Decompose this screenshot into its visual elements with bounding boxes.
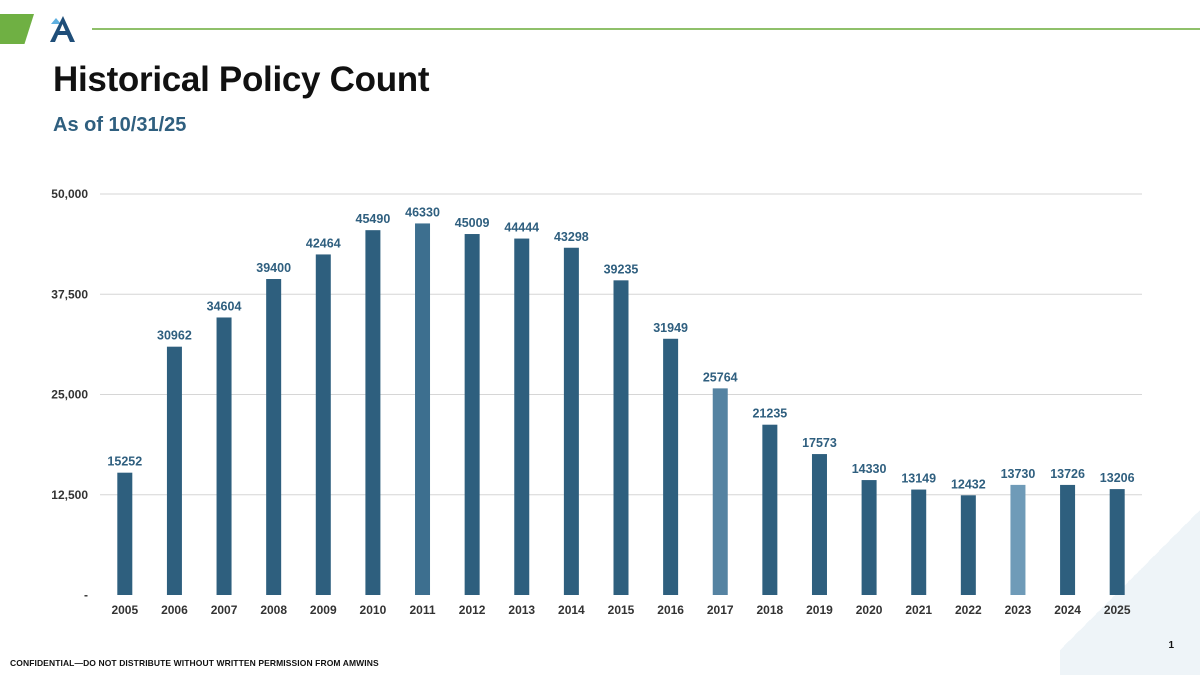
header-rule bbox=[92, 28, 1200, 30]
page-subtitle: As of 10/31/25 bbox=[53, 114, 187, 136]
value-labels: 15252 30962 34604 39400 42464 45490 46330 45009… bbox=[107, 205, 1134, 491]
policy-count-bar-chart: - 12,500 25,000 37,500 50,000 15252 30962 3460… bbox=[51, 187, 1142, 617]
x-tick-label-2009: 2009 bbox=[310, 603, 337, 617]
page-title: Historical Policy Count bbox=[53, 60, 430, 99]
y-tick-label: 12,500 bbox=[51, 488, 88, 502]
bar-2005 bbox=[117, 472, 133, 595]
x-tick-label-2011: 2011 bbox=[410, 603, 436, 617]
bar-2015 bbox=[613, 280, 629, 595]
value-label-2019: 17573 bbox=[802, 436, 837, 450]
x-tick-label-2020: 2020 bbox=[856, 603, 883, 617]
confidential-notice: CONFIDENTIAL—DO NOT DISTRIBUTE WITHOUT W… bbox=[10, 658, 379, 668]
bar-2007 bbox=[216, 317, 232, 595]
bar-2008 bbox=[266, 279, 282, 595]
value-label-2005: 15252 bbox=[107, 455, 142, 469]
value-label-2006: 30962 bbox=[157, 329, 192, 343]
bar-2023 bbox=[1010, 484, 1026, 595]
value-label-2012: 45009 bbox=[455, 216, 490, 230]
value-label-2013: 44444 bbox=[504, 221, 539, 235]
value-label-2024: 13726 bbox=[1050, 467, 1085, 481]
value-label-2020: 14330 bbox=[852, 462, 887, 476]
x-tick-label-2024: 2024 bbox=[1054, 603, 1081, 617]
x-tick-label-2008: 2008 bbox=[260, 603, 287, 617]
bar-2022 bbox=[960, 495, 976, 595]
value-label-2008: 39400 bbox=[256, 261, 291, 275]
bar-2017 bbox=[712, 388, 728, 595]
value-label-2025: 13206 bbox=[1100, 471, 1135, 485]
bar-2024 bbox=[1060, 484, 1076, 595]
x-tick-label-2012: 2012 bbox=[459, 603, 486, 617]
value-label-2015: 39235 bbox=[604, 262, 639, 276]
x-tick-label-2017: 2017 bbox=[707, 603, 734, 617]
bar-2010 bbox=[365, 230, 381, 595]
value-label-2021: 13149 bbox=[901, 472, 936, 486]
value-label-2007: 34604 bbox=[207, 299, 242, 313]
value-label-2011: 46330 bbox=[405, 205, 440, 219]
value-label-2017: 25764 bbox=[703, 370, 738, 384]
bar-2014 bbox=[563, 247, 579, 595]
x-tick-label-2006: 2006 bbox=[161, 603, 188, 617]
y-tick-label: - bbox=[84, 588, 88, 602]
value-label-2009: 42464 bbox=[306, 236, 341, 250]
x-tick-label-2021: 2021 bbox=[905, 603, 932, 617]
x-tick-label-2013: 2013 bbox=[508, 603, 535, 617]
x-tick-label-2007: 2007 bbox=[211, 603, 238, 617]
x-tick-label-2019: 2019 bbox=[806, 603, 833, 617]
x-tick-label-2010: 2010 bbox=[360, 603, 387, 617]
page-number: 1 bbox=[1168, 640, 1174, 651]
corner-decoration bbox=[1060, 485, 1200, 675]
x-tick-label-2018: 2018 bbox=[757, 603, 784, 617]
x-tick-label-2015: 2015 bbox=[608, 603, 635, 617]
bar-2020 bbox=[861, 480, 877, 595]
value-label-2014: 43298 bbox=[554, 230, 589, 244]
bars bbox=[117, 223, 1125, 595]
bar-2025 bbox=[1109, 489, 1125, 595]
bar-2019 bbox=[811, 454, 827, 595]
bar-2012 bbox=[464, 234, 480, 595]
bar-2009 bbox=[315, 254, 331, 595]
value-label-2016: 31949 bbox=[653, 321, 688, 335]
x-tick-label-2025: 2025 bbox=[1104, 603, 1131, 617]
green-accent-tab bbox=[0, 14, 34, 44]
bar-2013 bbox=[514, 238, 530, 595]
y-axis-ticks: - 12,500 25,000 37,500 50,000 bbox=[51, 187, 88, 602]
bar-2021 bbox=[911, 489, 927, 595]
x-tick-label-2022: 2022 bbox=[955, 603, 982, 617]
value-label-2018: 21235 bbox=[752, 407, 787, 421]
y-tick-label: 50,000 bbox=[51, 187, 88, 201]
y-tick-label: 37,500 bbox=[51, 287, 88, 301]
x-tick-label-2016: 2016 bbox=[657, 603, 684, 617]
value-label-2022: 12432 bbox=[951, 477, 986, 491]
value-label-2010: 45490 bbox=[356, 212, 391, 226]
x-axis-ticks: 2005 2006 2007 2008 2009 2010 2011 2012 2013 2014… bbox=[111, 603, 1130, 617]
x-tick-label-2005: 2005 bbox=[111, 603, 138, 617]
bar-2011 bbox=[415, 223, 431, 595]
x-tick-label-2014: 2014 bbox=[558, 603, 585, 617]
amwins-logo-icon bbox=[50, 16, 75, 42]
value-label-2023: 13730 bbox=[1001, 467, 1036, 481]
bar-2016 bbox=[663, 338, 679, 595]
bar-2006 bbox=[166, 346, 182, 595]
bar-2018 bbox=[762, 424, 778, 595]
y-tick-label: 25,000 bbox=[51, 388, 88, 402]
x-tick-label-2023: 2023 bbox=[1005, 603, 1032, 617]
